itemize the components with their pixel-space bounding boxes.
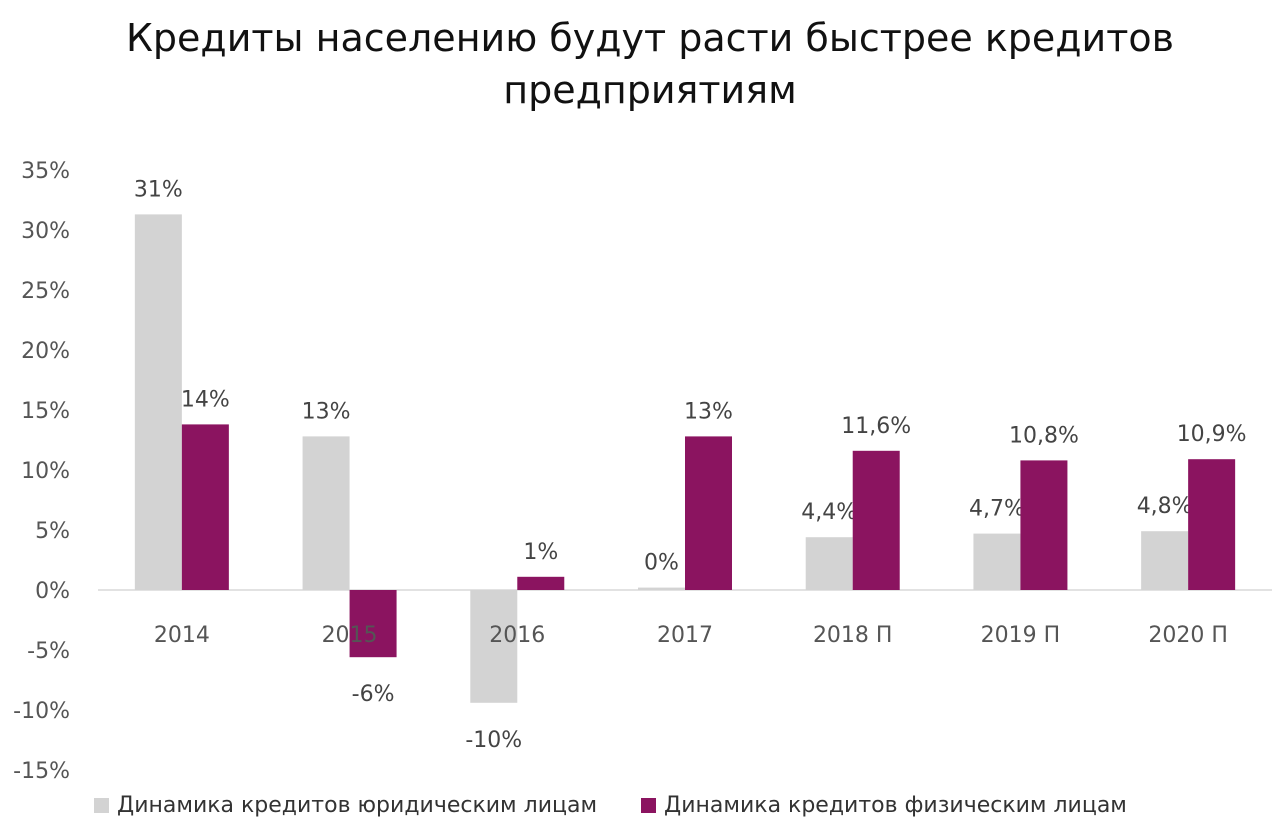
y-tick-label: -5% xyxy=(27,639,70,664)
data-label-series-0-3: 0% xyxy=(644,551,679,576)
data-label-series-1-3: 13% xyxy=(684,399,733,424)
bar-series-0-6 xyxy=(1141,531,1189,590)
bar-series-0-3 xyxy=(638,587,685,590)
data-label-series-1-4: 11,6% xyxy=(841,414,911,439)
legend-swatch-individuals xyxy=(641,798,657,813)
y-tick-label: -10% xyxy=(13,699,70,724)
y-tick-label: 15% xyxy=(21,399,70,424)
x-category-label: 2020 П xyxy=(1148,623,1228,648)
bar-series-1-1 xyxy=(349,590,397,658)
legend-item-individuals: Динамика кредитов физическим лицам xyxy=(641,793,1127,818)
y-tick-label: -15% xyxy=(13,759,70,784)
x-category-label: 2016 xyxy=(489,623,545,648)
bar-series-0-2 xyxy=(470,590,518,703)
data-label-series-1-6: 10,9% xyxy=(1177,422,1247,447)
x-category-label: 2018 П xyxy=(813,623,893,648)
y-tick-label: 30% xyxy=(21,219,70,244)
bar-series-1-3 xyxy=(685,436,732,590)
x-category-label: 2019 П xyxy=(981,623,1061,648)
data-label-series-1-5: 10,8% xyxy=(1009,423,1079,448)
bar-series-1-5 xyxy=(1020,460,1068,590)
bar-series-0-1 xyxy=(302,436,350,590)
x-category-label: 2014 xyxy=(154,623,210,648)
chart-title-line-2: предприятиям xyxy=(503,68,797,112)
y-tick-label: 20% xyxy=(21,339,70,364)
legend-swatch-legal-entities xyxy=(94,798,109,813)
data-label-series-0-1: 13% xyxy=(302,399,351,424)
bar-series-1-0 xyxy=(181,424,229,590)
bar-series-1-6 xyxy=(1188,459,1236,590)
y-tick-label: 25% xyxy=(21,279,70,304)
legend-label-individuals: Динамика кредитов физическим лицам xyxy=(664,793,1127,818)
y-tick-label: 35% xyxy=(21,159,70,184)
bar-series-0-0 xyxy=(134,214,182,590)
y-tick-label: 5% xyxy=(35,519,70,544)
chart-legend: Динамика кредитов юридическим лицам Дина… xyxy=(94,793,1171,818)
bar-series-1-2 xyxy=(517,576,565,590)
data-label-series-0-6: 4,8% xyxy=(1137,494,1193,519)
data-label-series-0-5: 4,7% xyxy=(969,497,1025,522)
bar-series-1-4 xyxy=(852,450,900,590)
bar-series-0-5 xyxy=(973,533,1021,590)
data-label-series-0-0: 31% xyxy=(134,177,183,202)
legend-item-legal-entities: Динамика кредитов юридическим лицам xyxy=(94,793,597,818)
data-label-series-1-0: 14% xyxy=(181,387,230,412)
data-label-series-1-2: 1% xyxy=(523,540,558,565)
x-category-label: 2017 xyxy=(657,623,713,648)
y-tick-label: 0% xyxy=(35,579,70,604)
x-category-label: 2015 xyxy=(322,623,378,648)
bar-series-0-4 xyxy=(805,537,853,590)
chart-title: Кредиты населению будут расти быстрее кр… xyxy=(0,12,1280,116)
data-label-series-0-2: -10% xyxy=(465,728,522,753)
y-tick-label: 10% xyxy=(21,459,70,484)
legend-label-legal-entities: Динамика кредитов юридическим лицам xyxy=(117,793,598,818)
data-label-series-1-1: -6% xyxy=(352,682,395,707)
bar-chart: 35% 30% 25% 20% 15% 10% 5% 0% -5% -10% -15% 31% 13% -… xyxy=(13,159,1272,784)
chart-title-line-1: Кредиты населению будут расти быстрее кр… xyxy=(125,16,1175,60)
data-label-series-0-4: 4,4% xyxy=(801,500,857,525)
